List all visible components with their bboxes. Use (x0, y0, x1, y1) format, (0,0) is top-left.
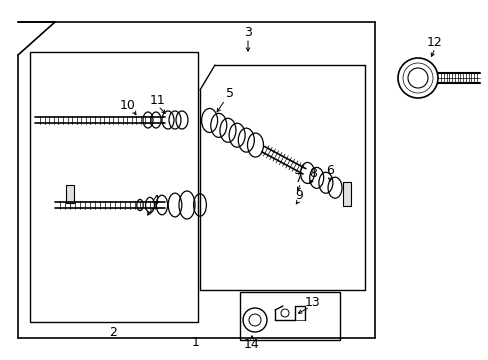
Text: 3: 3 (244, 26, 251, 39)
Text: 6: 6 (325, 163, 333, 176)
Text: 9: 9 (294, 189, 303, 202)
Text: 5: 5 (225, 86, 234, 99)
Bar (30, 52, 198, 322)
Text: 8: 8 (308, 166, 316, 180)
Bar (66, 185, 74, 203)
Bar (343, 182, 350, 206)
Text: 4: 4 (151, 194, 159, 207)
Text: 10: 10 (120, 99, 136, 112)
Text: 7: 7 (294, 171, 303, 185)
Text: 11: 11 (150, 94, 165, 107)
Bar (240, 292, 339, 340)
Text: 13: 13 (305, 297, 320, 310)
Text: 1: 1 (192, 337, 200, 350)
Text: 14: 14 (244, 338, 259, 351)
Text: 12: 12 (426, 36, 442, 49)
Text: 2: 2 (109, 325, 117, 338)
